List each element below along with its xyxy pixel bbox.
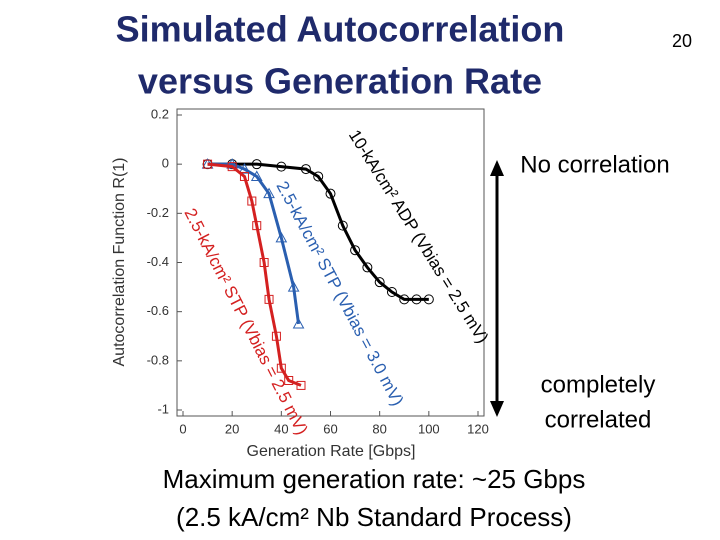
note: No correlation <box>520 151 669 178</box>
marker <box>296 380 306 390</box>
marker <box>313 171 324 182</box>
marker <box>276 161 287 172</box>
y-tick-label: 0 <box>162 156 169 171</box>
y-tick-label: -1 <box>157 401 169 416</box>
marker <box>337 220 348 231</box>
y-tick-label: -0.2 <box>147 205 169 220</box>
marker <box>411 294 422 305</box>
series-label: 2.5-kA/cm² STP (Vbias = 2.5 mV) <box>180 205 311 438</box>
marker <box>287 281 300 292</box>
marker <box>292 317 305 329</box>
y-tick-label: -0.6 <box>147 303 169 318</box>
marker <box>399 294 410 305</box>
page-number: 20 <box>672 31 692 51</box>
marker <box>271 331 281 341</box>
marker <box>239 171 249 181</box>
footer: (2.5 kA/cm² Nb Standard Process) <box>176 502 572 532</box>
marker <box>227 162 237 172</box>
x-tick-label: 80 <box>372 421 386 436</box>
marker <box>386 287 397 297</box>
x-tick-label: 100 <box>418 421 440 436</box>
marker <box>300 164 311 175</box>
x-tick-label: 20 <box>225 421 239 436</box>
footer: Maximum generation rate: ~25 Gbps <box>163 464 586 494</box>
x-tick-label: 40 <box>274 421 288 436</box>
marker <box>263 187 275 199</box>
marker <box>250 170 263 181</box>
marker <box>374 277 385 288</box>
marker <box>275 231 288 243</box>
marker <box>203 159 213 169</box>
arrow <box>490 160 504 417</box>
y-tick-label: -0.4 <box>147 254 169 269</box>
x-tick-label: 120 <box>467 421 489 436</box>
marker <box>325 188 336 199</box>
marker <box>251 159 262 170</box>
note: correlated <box>545 406 652 433</box>
y-tick-label: -0.8 <box>147 352 169 367</box>
marker <box>423 294 434 305</box>
x-tick-label: 60 <box>323 421 337 436</box>
x-axis-label: Generation Rate [Gbps] <box>247 443 416 460</box>
marker <box>247 196 257 206</box>
marker <box>350 245 361 256</box>
slide-title: Simulated Autocorrelation <box>116 9 565 50</box>
y-axis-label: Autocorrelation Function R(1) <box>111 158 128 367</box>
series-label: 10-kA/cm² ADP (Vbias = 2.5 mV) <box>345 126 492 346</box>
series-label: 2.5-kA/cm² STP (Vbias = 3.0 mV) <box>273 178 408 409</box>
marker <box>276 363 286 373</box>
note: completely <box>541 371 656 398</box>
y-tick-label: 0.2 <box>151 106 169 121</box>
slide-title: versus Generation Rate <box>138 61 542 102</box>
marker <box>284 376 294 385</box>
marker <box>238 163 251 174</box>
marker <box>259 258 269 267</box>
marker <box>264 294 274 304</box>
x-tick-label: 0 <box>179 421 186 436</box>
series-line <box>207 162 301 325</box>
marker <box>252 221 262 231</box>
marker <box>362 262 373 273</box>
